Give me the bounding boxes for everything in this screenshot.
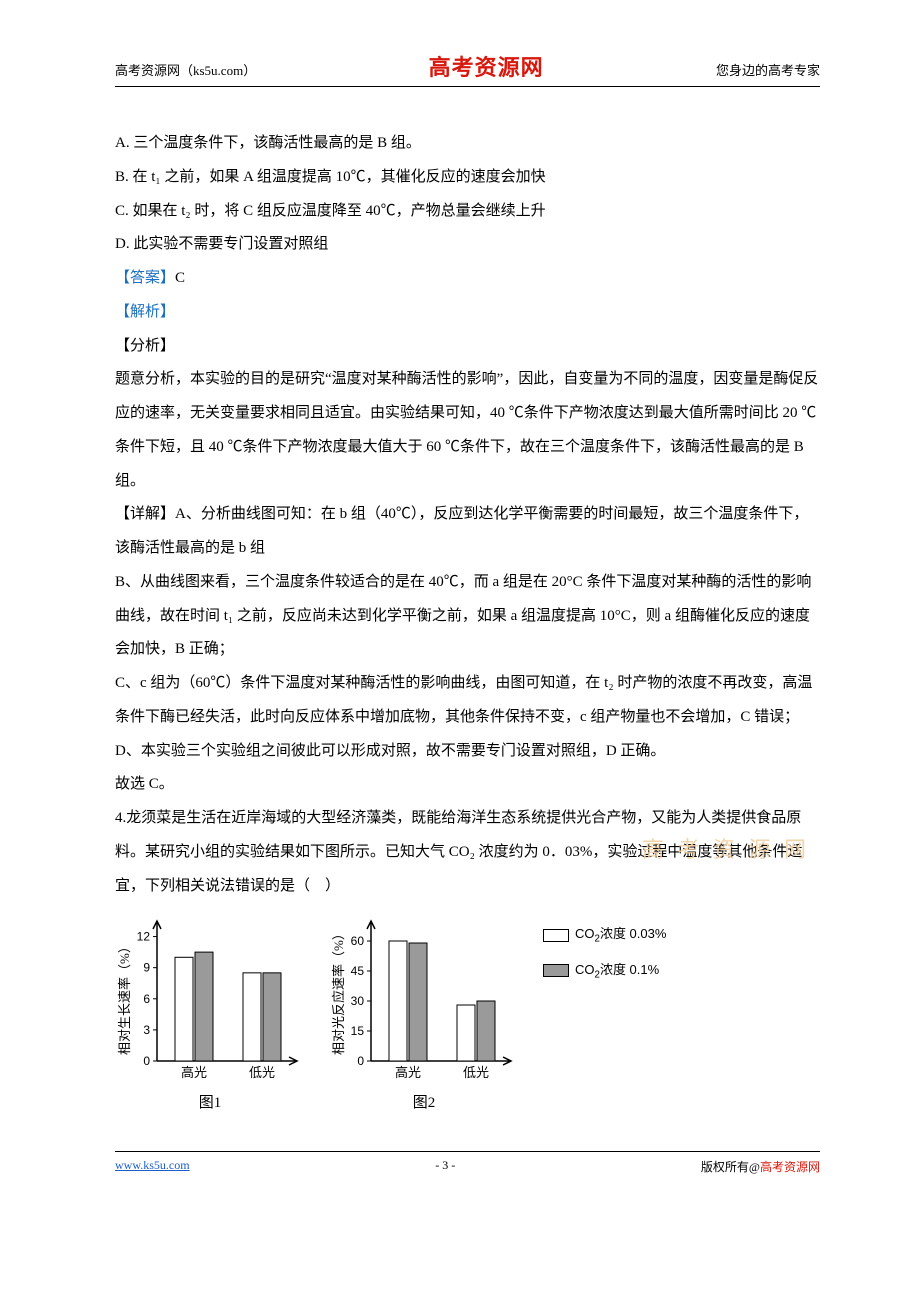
legend-label-b: CO2浓度 0.1% <box>575 955 659 987</box>
page-header: 高考资源网（ks5u.com） 高考资源网 您身边的高考专家 <box>115 50 820 87</box>
svg-text:高光: 高光 <box>395 1065 421 1080</box>
svg-text:30: 30 <box>351 994 365 1008</box>
svg-text:15: 15 <box>351 1024 365 1038</box>
question-4: 4.龙须菜是生活在近岸海域的大型经济藻类，既能给海洋生态系统提供光合产物，又能为… <box>115 802 820 903</box>
svg-text:6: 6 <box>143 992 150 1006</box>
chart-1-caption: 图1 <box>199 1087 222 1121</box>
chart-legend: CO2浓度 0.03% CO2浓度 0.1% <box>543 919 666 990</box>
xiangjie-c: C、c 组为（60℃）条件下温度对某种酶活性的影响曲线，由图可知道，在 t₂ 时… <box>115 667 820 735</box>
option-c: C. 如果在 t₂ 时，将 C 组反应温度降至 40℃，产物总量会继续上升 <box>115 195 820 229</box>
answer-value: C <box>175 270 185 286</box>
chart-1-block: 0 3 6 9 12 相对生长速率（%） 高光 低光 图1 <box>115 913 305 1121</box>
xiangjie-d: D、本实验三个实验组之间彼此可以形成对照，故不需要专门设置对照组，D 正确。 <box>115 735 820 769</box>
fenxi-label: 【分析】 <box>115 330 820 364</box>
fenxi-body: 题意分析，本实验的目的是研究“温度对某种酶活性的影响”，因此，自变量为不同的温度… <box>115 363 820 498</box>
chart-2-caption: 图2 <box>413 1087 436 1121</box>
legend-swatch-a <box>543 929 569 942</box>
svg-text:相对光反应速率（%）: 相对光反应速率（%） <box>331 927 346 1055</box>
header-right: 您身边的高考专家 <box>716 60 820 79</box>
legend-label-a: CO2浓度 0.03% <box>575 919 666 951</box>
svg-text:高光: 高光 <box>181 1065 207 1080</box>
legend-item-a: CO2浓度 0.03% <box>543 919 666 951</box>
header-left: 高考资源网（ks5u.com） <box>115 60 256 79</box>
charts-row: 0 3 6 9 12 相对生长速率（%） 高光 低光 图1 0 15 30 45 60 相对光反应速率（… <box>115 913 820 1121</box>
jiexi-label: 【解析】 <box>115 296 820 330</box>
svg-text:3: 3 <box>143 1023 150 1037</box>
xiangjie-a: 【详解】A、分析曲线图可知：在 b 组（40℃），反应到达化学平衡需要的时间最短… <box>115 498 820 566</box>
chart-1: 0 3 6 9 12 相对生长速率（%） 高光 低光 <box>115 913 305 1083</box>
svg-text:相对生长速率（%）: 相对生长速率（%） <box>117 940 132 1055</box>
svg-text:低光: 低光 <box>463 1065 489 1080</box>
legend-swatch-b <box>543 964 569 977</box>
svg-text:12: 12 <box>137 930 151 944</box>
chart-2-block: 0 15 30 45 60 相对光反应速率（%） 高光 低光 图2 <box>329 913 519 1121</box>
option-a: A. 三个温度条件下，该酶活性最高的是 B 组。 <box>115 127 820 161</box>
svg-text:45: 45 <box>351 964 365 978</box>
page-footer: www.ks5u.com - 3 - 版权所有@高考资源网 <box>115 1151 820 1175</box>
answer-line: 【答案】C <box>115 262 820 296</box>
svg-text:0: 0 <box>143 1054 150 1068</box>
answer-label: 【答案】 <box>115 270 175 286</box>
xiangjie-b: B、从曲线图来看，三个温度条件较适合的是在 40℃，而 a 组是在 20°C 条… <box>115 566 820 667</box>
footer-copyright: 版权所有@高考资源网 <box>701 1158 820 1175</box>
header-logo-text: 高考资源网 <box>429 50 544 82</box>
chart-2: 0 15 30 45 60 相对光反应速率（%） 高光 低光 <box>329 913 519 1083</box>
svg-text:60: 60 <box>351 934 365 948</box>
option-d: D. 此实验不需要专门设置对照组 <box>115 228 820 262</box>
xiangjie-conclusion: 故选 C。 <box>115 768 820 802</box>
footer-url[interactable]: www.ks5u.com <box>115 1158 190 1173</box>
option-b: B. 在 t₁ 之前，如果 A 组温度提高 10℃，其催化反应的速度会加快 <box>115 161 820 195</box>
svg-text:0: 0 <box>357 1054 364 1068</box>
footer-page-num: - 3 - <box>190 1158 701 1173</box>
document-body: A. 三个温度条件下，该酶活性最高的是 B 组。 B. 在 t₁ 之前，如果 A… <box>115 127 820 1121</box>
svg-text:9: 9 <box>143 961 150 975</box>
svg-text:低光: 低光 <box>249 1065 275 1080</box>
legend-item-b: CO2浓度 0.1% <box>543 955 666 987</box>
